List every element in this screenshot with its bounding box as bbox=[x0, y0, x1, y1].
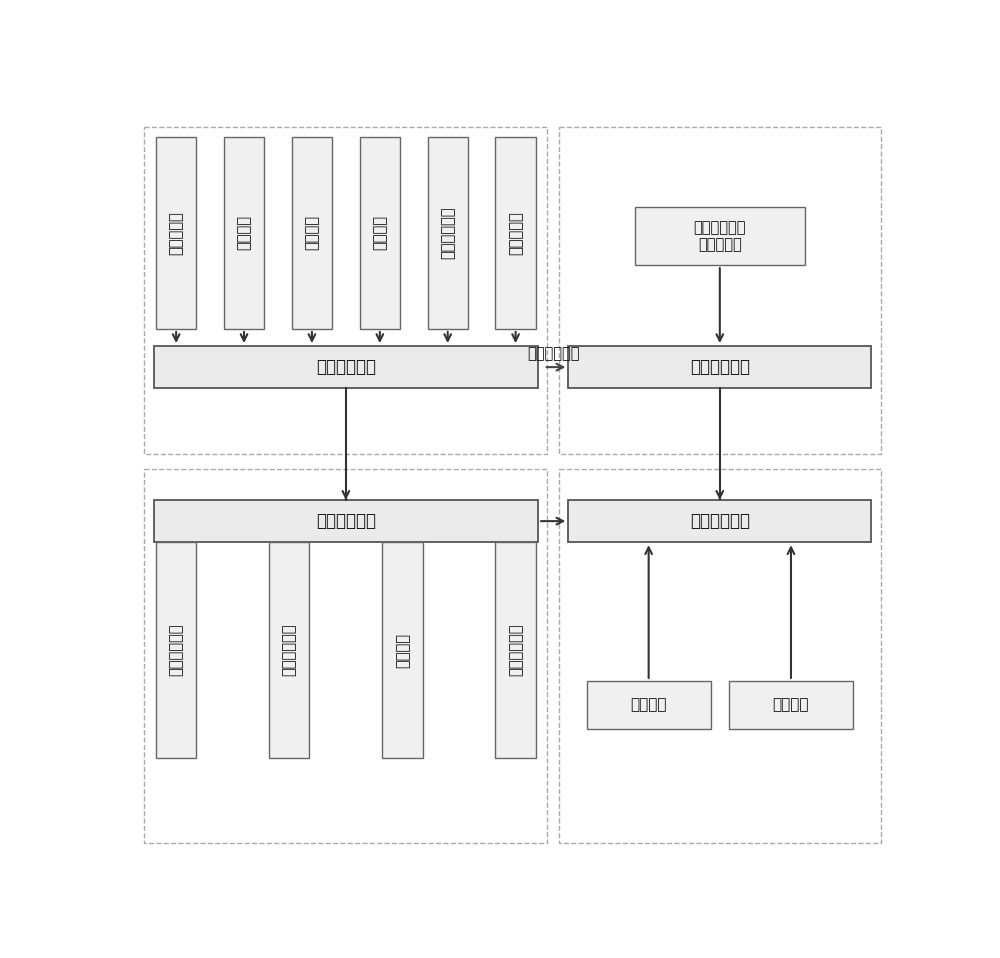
Bar bbox=[382, 542, 423, 758]
Text: 液室体积柔度: 液室体积柔度 bbox=[508, 624, 523, 676]
Bar bbox=[360, 137, 400, 329]
Bar bbox=[156, 542, 196, 758]
Bar bbox=[568, 346, 871, 388]
Bar bbox=[568, 500, 871, 542]
Text: 等效活塞面积: 等效活塞面积 bbox=[169, 624, 184, 676]
Bar bbox=[144, 469, 547, 843]
Text: 数据处理单元: 数据处理单元 bbox=[316, 513, 376, 530]
Text: 橡胶阵尼: 橡胶阵尼 bbox=[237, 216, 252, 250]
Bar bbox=[224, 137, 264, 329]
Bar bbox=[154, 346, 538, 388]
Text: 流道长度: 流道长度 bbox=[372, 216, 387, 250]
Bar bbox=[495, 542, 536, 758]
Bar bbox=[292, 137, 332, 329]
Text: 数学模型: 数学模型 bbox=[630, 697, 667, 713]
Bar bbox=[495, 137, 536, 329]
Bar bbox=[156, 137, 196, 329]
Text: 优化设计反馈: 优化设计反馈 bbox=[527, 346, 579, 361]
Text: 程序实现: 程序实现 bbox=[773, 697, 809, 713]
Text: 数据采集单元: 数据采集单元 bbox=[316, 358, 376, 376]
Bar bbox=[559, 469, 881, 843]
Bar bbox=[729, 681, 853, 729]
Bar bbox=[587, 681, 711, 729]
Bar bbox=[635, 207, 805, 265]
Bar bbox=[269, 542, 309, 758]
Text: 流道阵尼: 流道阵尼 bbox=[395, 632, 410, 668]
Text: 流道过流面积: 流道过流面积 bbox=[282, 624, 297, 676]
Bar bbox=[144, 126, 547, 454]
Bar bbox=[154, 500, 538, 542]
Bar bbox=[428, 137, 468, 329]
Text: 液室形状: 液室形状 bbox=[304, 216, 319, 250]
Text: 液压油密度: 液压油密度 bbox=[508, 211, 523, 255]
Text: 调整参数优化
动特性曲线: 调整参数优化 动特性曲线 bbox=[694, 220, 746, 253]
Text: 流道截面形状: 流道截面形状 bbox=[440, 207, 455, 259]
Text: 主簧静刚度: 主簧静刚度 bbox=[169, 211, 184, 255]
Text: 模型建立单元: 模型建立单元 bbox=[690, 513, 750, 530]
Bar bbox=[559, 126, 881, 454]
Text: 优化设计单元: 优化设计单元 bbox=[690, 358, 750, 376]
